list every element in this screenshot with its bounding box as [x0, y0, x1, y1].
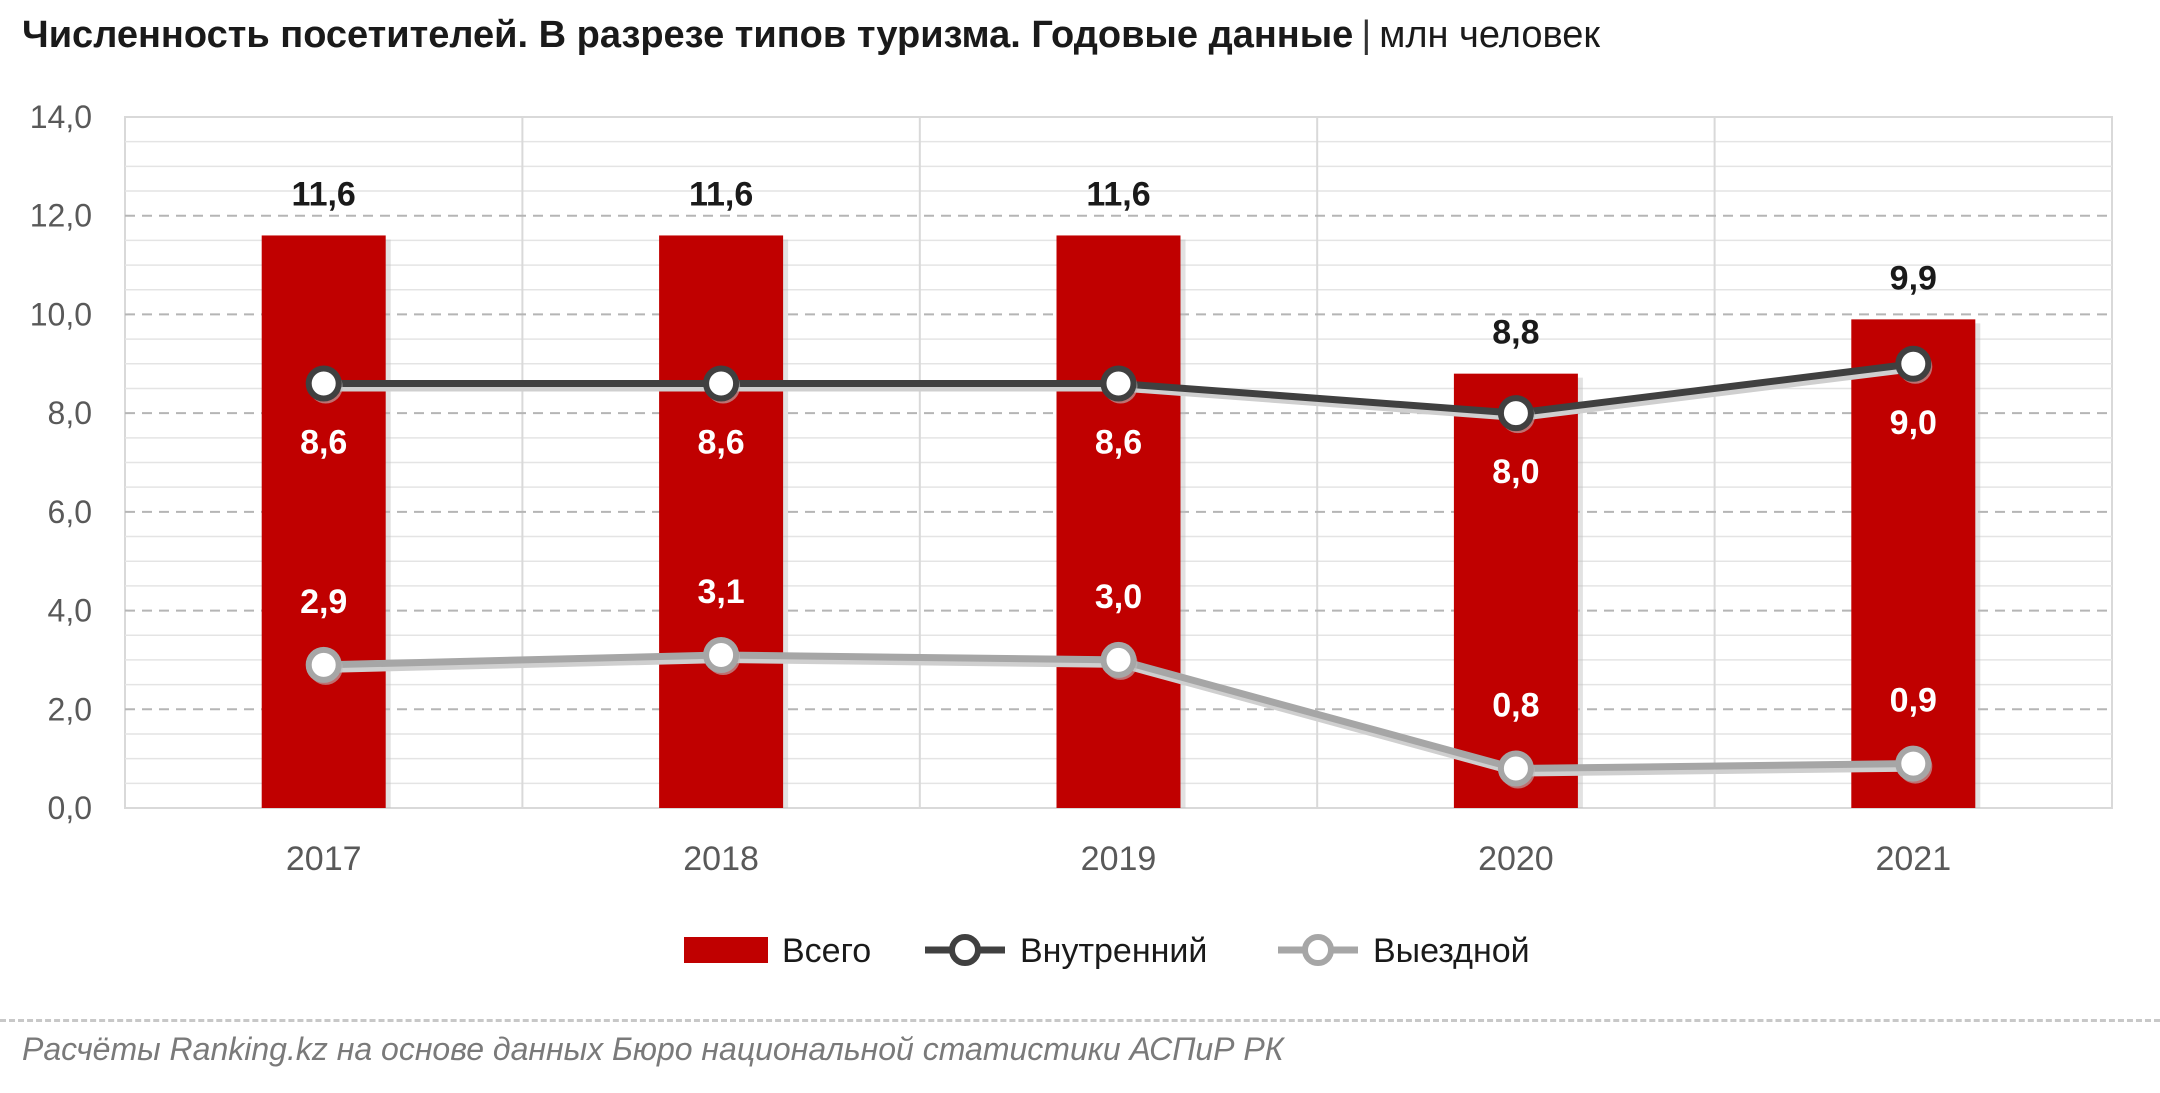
data-label-vnutrenniy: 8,6 — [697, 424, 744, 462]
bar-vsego — [1851, 319, 1976, 808]
point-vyezdnoy — [1497, 750, 1534, 787]
data-label-vnutrenniy: 9,0 — [1890, 404, 1937, 442]
x-tick-label: 2021 — [1875, 840, 1951, 878]
y-tick-label: 6,0 — [48, 494, 92, 530]
point-vnutrenniy — [305, 365, 342, 402]
point-vyezdnoy — [1100, 641, 1137, 678]
chart-area: 0,0 2,0 4,0 6,0 8,0 10,0 12,0 14,0 2017 2018 2019 2… — [30, 99, 2113, 970]
data-label-vyezdnoy: 0,8 — [1492, 687, 1539, 725]
bar-vsego — [1056, 235, 1181, 808]
data-label-vnutrenniy: 8,6 — [1095, 424, 1142, 462]
point-vnutrenniy — [703, 365, 740, 402]
y-tick-label: 8,0 — [48, 395, 92, 431]
data-label-vyezdnoy: 0,9 — [1890, 682, 1937, 720]
bar-vsego — [261, 235, 386, 808]
data-label-vyezdnoy: 3,0 — [1095, 578, 1142, 616]
point-vyezdnoy — [305, 646, 342, 683]
x-tick-label: 2019 — [1081, 840, 1157, 878]
data-label-vsego: 11,6 — [689, 175, 753, 213]
data-label-vyezdnoy: 3,1 — [697, 573, 744, 611]
chart-title: Численность посетителей. В разрезе типов… — [22, 14, 1600, 57]
bar-vsego — [1453, 373, 1578, 808]
data-label-vnutrenniy: 8,6 — [300, 424, 347, 462]
y-tick-label: 14,0 — [30, 99, 92, 135]
legend-label-vyezdnoy: Выездной — [1373, 932, 1530, 970]
data-label-vsego: 11,6 — [1086, 175, 1150, 213]
point-vnutrenniy — [1497, 395, 1534, 432]
bar-vsego — [659, 235, 784, 808]
y-tick-label: 10,0 — [30, 296, 92, 332]
legend-marker-vyezdnoy — [1302, 934, 1334, 966]
legend-label-vsego: Всего — [782, 932, 871, 970]
point-vnutrenniy — [1895, 345, 1932, 382]
chart-title-text: Численность посетителей. В разрезе типов… — [22, 14, 1354, 56]
x-tick-label: 2017 — [286, 840, 362, 878]
data-label-vsego: 9,9 — [1890, 259, 1937, 297]
y-tick-label: 2,0 — [48, 691, 92, 727]
data-label-vsego: 11,6 — [292, 175, 356, 213]
footer-divider — [0, 1019, 2160, 1022]
data-label-vyezdnoy: 2,9 — [300, 583, 347, 621]
point-vyezdnoy — [1895, 745, 1932, 782]
chart-unit: млн человек — [1379, 14, 1600, 56]
legend-marker-vnutrenniy — [949, 934, 981, 966]
x-tick-label: 2020 — [1478, 840, 1554, 878]
data-label-vsego: 8,8 — [1492, 314, 1539, 352]
point-vyezdnoy — [703, 636, 740, 673]
source-note: Расчёты Ranking.kz на основе данных Бюро… — [22, 1031, 1284, 1067]
y-tick-label: 0,0 — [48, 790, 92, 826]
point-vnutrenniy — [1100, 365, 1137, 402]
legend-swatch-vsego — [684, 937, 768, 963]
legend-label-vnutrenniy: Внутренний — [1020, 932, 1207, 970]
y-tick-label: 4,0 — [48, 593, 92, 629]
y-tick-label: 12,0 — [30, 198, 92, 234]
title-separator: | — [1361, 14, 1372, 56]
data-label-vnutrenniy: 8,0 — [1492, 453, 1539, 491]
x-tick-label: 2018 — [683, 840, 759, 878]
